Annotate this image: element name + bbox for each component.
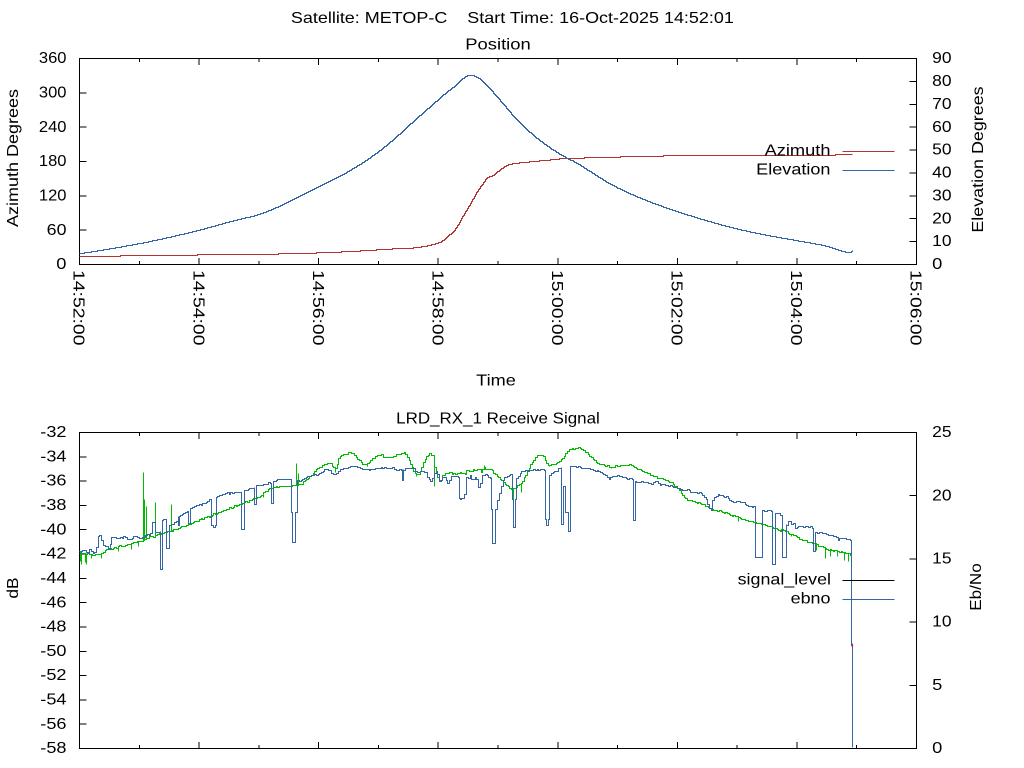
svg-text:30: 30 [932, 187, 952, 204]
svg-text:60: 60 [47, 222, 67, 239]
svg-text:0: 0 [932, 740, 942, 757]
svg-text:Satellite: METOP-C Start Ti: Satellite: METOP-C Start Time: 16-Oct-20… [291, 10, 734, 27]
svg-text:15:06:00: 15:06:00 [907, 270, 924, 346]
svg-text:240: 240 [39, 119, 67, 136]
svg-text:60: 60 [932, 119, 952, 136]
svg-text:300: 300 [39, 84, 67, 101]
svg-text:-32: -32 [40, 424, 66, 441]
svg-text:180: 180 [39, 153, 67, 170]
svg-text:5: 5 [932, 677, 942, 694]
svg-text:-46: -46 [40, 594, 66, 611]
svg-text:-44: -44 [40, 570, 66, 587]
svg-text:Azimuth: Azimuth [765, 143, 831, 160]
svg-text:Time: Time [476, 373, 516, 390]
svg-text:-38: -38 [40, 497, 66, 514]
svg-text:-34: -34 [40, 448, 66, 465]
svg-text:-40: -40 [40, 521, 66, 538]
svg-text:-56: -56 [40, 716, 66, 733]
svg-text:Eb/No: Eb/No [968, 563, 985, 611]
svg-text:40: 40 [932, 165, 952, 182]
svg-text:0: 0 [932, 256, 942, 273]
svg-text:25: 25 [932, 424, 952, 441]
svg-text:-58: -58 [40, 740, 66, 757]
svg-text:15:02:00: 15:02:00 [668, 270, 685, 346]
svg-text:90: 90 [932, 50, 952, 67]
svg-text:80: 80 [932, 73, 952, 90]
svg-text:-36: -36 [40, 473, 66, 490]
svg-text:-54: -54 [40, 691, 66, 708]
svg-text:70: 70 [932, 96, 952, 113]
svg-text:20: 20 [932, 487, 952, 504]
svg-text:-48: -48 [40, 619, 66, 636]
svg-text:14:56:00: 14:56:00 [309, 270, 326, 346]
svg-text:Position: Position [465, 37, 531, 54]
svg-text:signal_level: signal_level [738, 572, 831, 589]
svg-text:dB: dB [5, 577, 22, 598]
svg-text:-52: -52 [40, 667, 66, 684]
svg-text:-50: -50 [40, 643, 66, 660]
svg-text:14:52:00: 14:52:00 [70, 270, 87, 346]
svg-text:14:58:00: 14:58:00 [428, 270, 445, 346]
svg-text:LRD_RX_1 Receive Signal: LRD_RX_1 Receive Signal [396, 411, 600, 428]
svg-text:50: 50 [932, 142, 952, 159]
svg-text:10: 10 [932, 233, 952, 250]
svg-text:15:00:00: 15:00:00 [548, 270, 565, 346]
svg-text:120: 120 [39, 187, 67, 204]
svg-text:Elevation: Elevation [756, 162, 830, 179]
svg-text:10: 10 [932, 614, 952, 631]
svg-text:Elevation Degrees: Elevation Degrees [970, 86, 987, 232]
svg-text:Azimuth Degrees: Azimuth Degrees [5, 89, 22, 227]
svg-text:15: 15 [932, 551, 952, 568]
svg-text:ebno: ebno [791, 591, 831, 608]
svg-text:-42: -42 [40, 546, 66, 563]
svg-text:0: 0 [56, 256, 66, 273]
svg-text:360: 360 [39, 50, 67, 67]
svg-text:20: 20 [932, 210, 952, 227]
svg-text:15:04:00: 15:04:00 [787, 270, 804, 346]
svg-text:14:54:00: 14:54:00 [189, 270, 206, 346]
